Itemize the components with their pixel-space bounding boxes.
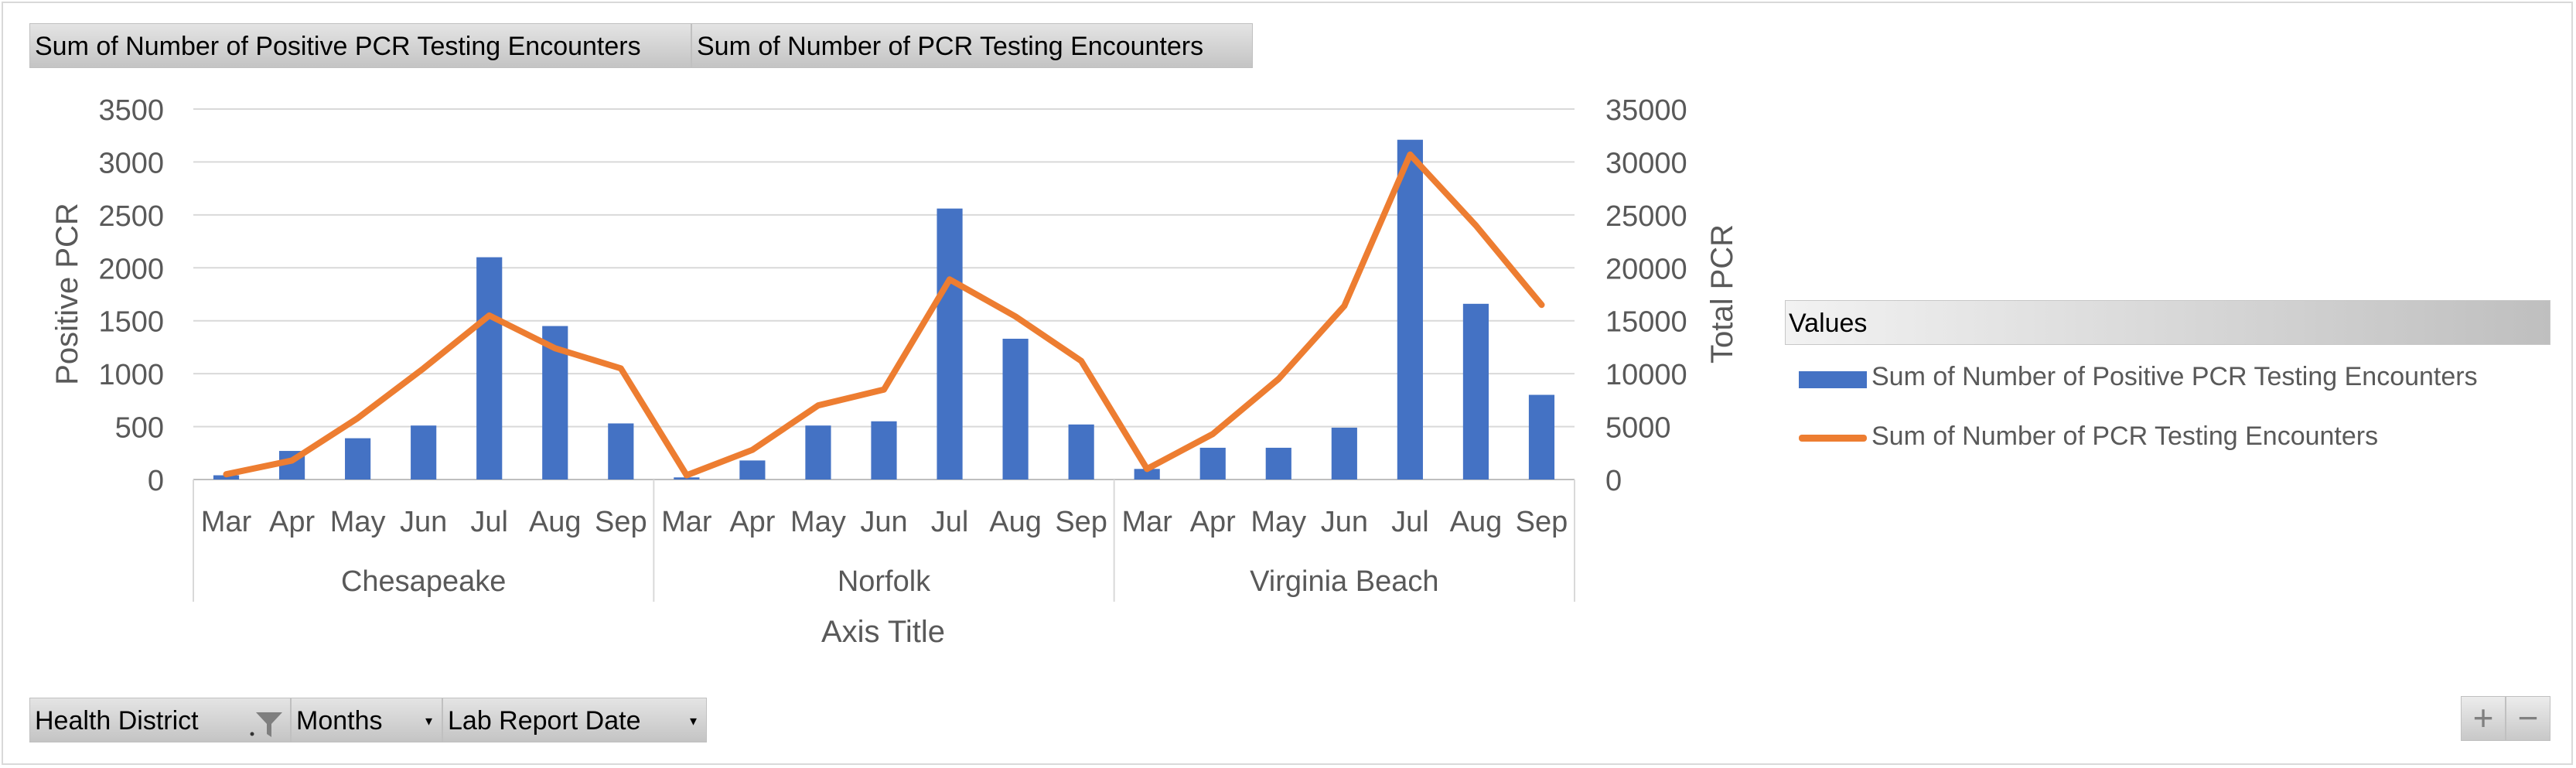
line-series-total <box>223 151 1545 479</box>
bar <box>871 421 897 480</box>
left-axis-title: Positive PCR <box>50 203 84 385</box>
month-tick-label: Apr <box>1190 506 1236 538</box>
months-field-button[interactable]: Months ▾ <box>291 698 442 742</box>
bar <box>608 423 634 480</box>
legend-item-total: Sum of Number of PCR Testing Encounters <box>1871 422 2379 451</box>
left-tick-label: 0 <box>148 465 164 497</box>
left-tick-label: 3500 <box>98 94 164 127</box>
bar <box>476 257 503 480</box>
collapse-button[interactable]: − <box>2506 696 2550 741</box>
bar <box>739 460 766 480</box>
left-tick-label: 3000 <box>98 147 164 179</box>
month-tick-label: Aug <box>529 506 582 538</box>
dropdown-arrow-icon: ▾ <box>689 713 697 729</box>
right-axis-ticks: 0 5000 10000 15000 20000 25000 30000 35000 <box>1605 94 1687 497</box>
expand-button[interactable]: + <box>2461 696 2506 741</box>
lab-report-date-field-button[interactable]: Lab Report Date ▾ <box>442 698 707 742</box>
group-label: Chesapeake <box>341 565 506 598</box>
bar <box>1462 303 1489 480</box>
category-axis: Mar Apr May Jun Jul Aug Sep Chesapeake Mar Apr May… <box>193 480 1575 602</box>
left-axis-ticks: 0 500 1000 1500 2000 2500 3000 3500 <box>98 94 164 497</box>
bar <box>937 208 963 480</box>
month-tick-label: Mar <box>201 506 252 538</box>
right-tick-label: 20000 <box>1605 253 1687 285</box>
left-tick-label: 2000 <box>98 253 164 285</box>
bar <box>411 425 437 480</box>
month-tick-label: Sep <box>595 506 647 538</box>
right-axis-title: Total PCR <box>1705 224 1739 364</box>
right-tick-label: 25000 <box>1605 200 1687 233</box>
lab-report-date-label: Lab Report Date <box>448 706 641 736</box>
bar <box>345 438 371 480</box>
bar <box>1002 338 1029 480</box>
health-district-label: Health District <box>35 706 199 736</box>
month-tick-label: Aug <box>989 506 1042 538</box>
month-tick-label: Jun <box>400 506 447 538</box>
series-line-segment <box>683 276 1151 479</box>
right-tick-label: 30000 <box>1605 147 1687 179</box>
months-label: Months <box>296 706 383 736</box>
bar <box>213 475 240 480</box>
left-tick-label: 1000 <box>98 359 164 391</box>
legend-item-positive: Sum of Number of Positive PCR Testing En… <box>1871 362 2478 391</box>
bar <box>1528 394 1555 480</box>
legend-bar-swatch <box>1799 371 1867 388</box>
month-tick-label: May <box>790 506 846 538</box>
legend-title: Values <box>1785 300 2550 345</box>
value-field-positive-button[interactable]: Sum of Number of Positive PCR Testing En… <box>29 23 691 68</box>
month-tick-label: Apr <box>729 506 775 538</box>
right-tick-label: 5000 <box>1605 412 1671 445</box>
series-line-segment <box>223 312 690 479</box>
month-tick-label: Jun <box>860 506 907 538</box>
right-tick-label: 10000 <box>1605 359 1687 391</box>
bar <box>1199 447 1226 480</box>
month-tick-label: Mar <box>661 506 712 538</box>
bar <box>1397 139 1423 480</box>
month-tick-label: Jul <box>1391 506 1429 538</box>
right-tick-label: 0 <box>1605 465 1622 497</box>
month-tick-label: Mar <box>1121 506 1172 538</box>
month-tick-label: Jul <box>470 506 508 538</box>
bar <box>1068 424 1094 480</box>
filter-funnel-icon <box>248 708 284 753</box>
group-label: Virginia Beach <box>1250 565 1438 598</box>
health-district-filter-button[interactable]: Health District <box>29 698 291 742</box>
dropdown-arrow-icon: ▾ <box>425 713 432 729</box>
right-tick-label: 35000 <box>1605 94 1687 127</box>
bar <box>674 477 700 480</box>
bar <box>805 425 831 480</box>
month-tick-label: Sep <box>1516 506 1568 538</box>
series-line-segment <box>1144 151 1545 473</box>
bar <box>1265 447 1291 480</box>
month-tick-label: May <box>330 506 386 538</box>
group-label: Norfolk <box>838 565 931 598</box>
bar <box>1134 469 1160 480</box>
left-tick-label: 2500 <box>98 200 164 233</box>
month-tick-label: May <box>1250 506 1306 538</box>
month-tick-label: Aug <box>1450 506 1503 538</box>
month-tick-label: Jul <box>931 506 969 538</box>
month-tick-label: Jun <box>1321 506 1368 538</box>
left-tick-label: 500 <box>115 412 164 445</box>
right-tick-label: 15000 <box>1605 306 1687 339</box>
legend-line-swatch <box>1799 435 1867 442</box>
bar <box>1331 427 1357 480</box>
bar-series-positive <box>213 139 1555 480</box>
month-tick-label: Sep <box>1055 506 1107 538</box>
value-field-total-button[interactable]: Sum of Number of PCR Testing Encounters <box>691 23 1253 68</box>
x-axis-title: Axis Title <box>821 615 945 649</box>
month-tick-label: Apr <box>269 506 315 538</box>
left-tick-label: 1500 <box>98 306 164 339</box>
